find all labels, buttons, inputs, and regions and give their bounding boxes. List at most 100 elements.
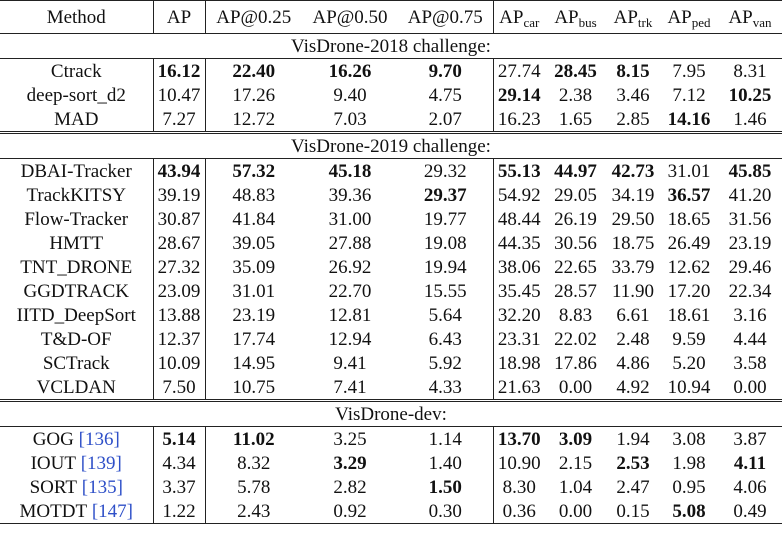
value-cell: 7.12 bbox=[660, 83, 718, 107]
value-cell: 10.47 bbox=[153, 83, 206, 107]
citation: [147] bbox=[91, 500, 133, 522]
method-cell: TNT_DRONE bbox=[0, 255, 154, 279]
method-name: TNT_DRONE bbox=[20, 256, 133, 278]
value-cell: 33.79 bbox=[606, 255, 660, 279]
method-cell: MOTDT [147] bbox=[0, 499, 154, 524]
value-cell: 22.34 bbox=[718, 279, 782, 303]
value-cell: 7.41 bbox=[302, 375, 398, 401]
value-cell: 41.20 bbox=[718, 183, 782, 207]
value-cell: 16.23 bbox=[493, 107, 545, 133]
value-text: 1.22 bbox=[162, 500, 196, 522]
value-text: 29.37 bbox=[423, 184, 467, 206]
value-cell: 32.20 bbox=[493, 303, 545, 327]
header-cell: AP@0.50 bbox=[302, 0, 398, 34]
data-row: TrackKITSY 39.19 48.83 39.36 29.37 54.92 29.05… bbox=[0, 183, 782, 207]
value-cell: 48.44 bbox=[493, 207, 545, 231]
method-name: MAD bbox=[54, 108, 99, 130]
method-name: GGDTRACK bbox=[23, 280, 130, 302]
value-text: 2.53 bbox=[616, 452, 650, 474]
value-cell: 7.50 bbox=[153, 375, 206, 401]
value-text: 9.70 bbox=[428, 60, 462, 82]
data-row: MAD 7.27 12.72 7.03 2.07 16.23 1.65 2.85 14.16 1.… bbox=[0, 107, 782, 133]
method-cell: IITD_DeepSort bbox=[0, 303, 154, 327]
value-cell: 29.05 bbox=[545, 183, 606, 207]
value-text: 27.74 bbox=[497, 60, 541, 82]
value-text: 15.55 bbox=[423, 280, 467, 302]
value-cell: 1.94 bbox=[606, 427, 660, 452]
value-text: 8.30 bbox=[502, 476, 536, 498]
value-cell: 16.26 bbox=[302, 59, 398, 84]
value-text: 29.14 bbox=[497, 84, 541, 106]
value-cell: 35.45 bbox=[493, 279, 545, 303]
value-text: 0.49 bbox=[733, 500, 767, 522]
value-cell: 31.01 bbox=[660, 159, 718, 184]
value-cell: 18.98 bbox=[493, 351, 545, 375]
value-cell: 38.06 bbox=[493, 255, 545, 279]
table-body: Method AP AP@0.25 AP@0.50 AP@0.75 APcar APbus A… bbox=[0, 0, 782, 524]
header-subscript: trk bbox=[637, 14, 653, 30]
value-text: 3.37 bbox=[162, 476, 196, 498]
data-row: HMTT 28.67 39.05 27.88 19.08 44.35 30.56 18.75 2… bbox=[0, 231, 782, 255]
value-cell: 41.84 bbox=[205, 207, 302, 231]
value-text: 7.50 bbox=[162, 376, 196, 398]
value-cell: 0.15 bbox=[606, 499, 660, 524]
value-text: 29.32 bbox=[423, 160, 467, 182]
value-text: 21.63 bbox=[497, 376, 541, 398]
value-text: 5.92 bbox=[428, 352, 462, 374]
value-cell: 26.92 bbox=[302, 255, 398, 279]
value-cell: 44.97 bbox=[545, 159, 606, 184]
value-cell: 13.70 bbox=[493, 427, 545, 452]
value-cell: 3.46 bbox=[606, 83, 660, 107]
value-text: 39.19 bbox=[157, 184, 201, 206]
value-cell: 30.56 bbox=[545, 231, 606, 255]
value-text: 1.94 bbox=[616, 428, 650, 450]
value-text: 17.26 bbox=[232, 84, 276, 106]
value-text: 4.92 bbox=[616, 376, 650, 398]
value-cell: 23.09 bbox=[153, 279, 206, 303]
value-text: 12.81 bbox=[328, 304, 372, 326]
method-name: SCTrack bbox=[42, 352, 110, 374]
header-cell: APbus bbox=[545, 0, 606, 34]
value-text: 2.48 bbox=[616, 328, 650, 350]
value-cell: 4.92 bbox=[606, 375, 660, 401]
value-cell: 8.83 bbox=[545, 303, 606, 327]
value-text: 41.84 bbox=[232, 208, 276, 230]
method-cell: T&D-OF bbox=[0, 327, 154, 351]
value-cell: 17.74 bbox=[205, 327, 302, 351]
value-cell: 29.46 bbox=[718, 255, 782, 279]
value-text: 36.57 bbox=[667, 184, 711, 206]
value-cell: 4.75 bbox=[398, 83, 494, 107]
value-text: 41.20 bbox=[728, 184, 772, 206]
value-cell: 22.65 bbox=[545, 255, 606, 279]
value-text: 1.50 bbox=[428, 476, 462, 498]
value-text: 23.09 bbox=[157, 280, 201, 302]
value-text: 54.92 bbox=[497, 184, 541, 206]
value-text: 18.65 bbox=[667, 208, 711, 230]
method-cell: GOG [136] bbox=[0, 426, 154, 451]
value-text: 35.09 bbox=[232, 256, 276, 278]
header-cell: AP bbox=[153, 0, 206, 34]
method-name: Ctrack bbox=[50, 60, 102, 82]
value-cell: 18.61 bbox=[660, 303, 718, 327]
value-text: 3.87 bbox=[733, 428, 767, 450]
value-cell: 27.88 bbox=[302, 231, 398, 255]
value-cell: 9.59 bbox=[660, 327, 718, 351]
value-cell: 3.87 bbox=[718, 427, 782, 452]
value-text: 16.12 bbox=[157, 60, 201, 82]
value-text: 42.73 bbox=[611, 160, 655, 182]
value-text: 4.11 bbox=[733, 452, 767, 474]
value-text: 11.90 bbox=[611, 280, 655, 302]
value-text: 29.05 bbox=[554, 184, 597, 206]
value-text: 3.16 bbox=[733, 304, 767, 326]
data-row: DBAI-Tracker 43.94 57.32 45.18 29.32 55.13 44.… bbox=[0, 158, 782, 184]
value-cell: 8.32 bbox=[205, 451, 302, 475]
value-cell: 3.58 bbox=[718, 351, 782, 375]
section-title: VisDrone-dev: bbox=[0, 399, 782, 427]
value-text: 0.00 bbox=[733, 376, 767, 398]
value-cell: 11.02 bbox=[205, 427, 302, 452]
value-text: 27.32 bbox=[157, 256, 201, 278]
value-cell: 9.41 bbox=[302, 351, 398, 375]
value-text: 8.31 bbox=[733, 60, 767, 82]
value-cell: 4.33 bbox=[398, 375, 494, 401]
